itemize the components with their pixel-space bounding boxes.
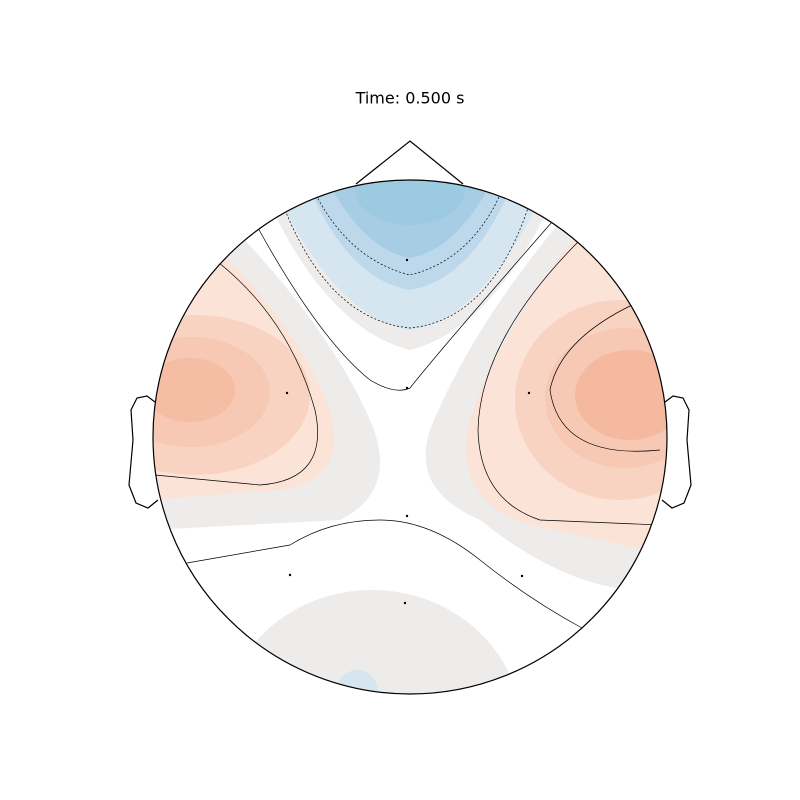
topomap [153, 180, 667, 694]
chart-title: Time: 0.500 s [355, 89, 465, 108]
head-outline [128, 140, 692, 695]
